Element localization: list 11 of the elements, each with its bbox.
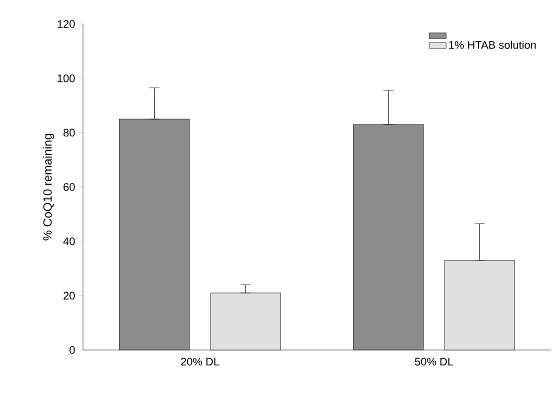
y-tick-label: 0 [70,346,75,354]
y-tick-label: 120 [58,20,75,28]
y-tick-label: 20 [64,292,75,300]
y-axis-title: % CoQ10 remaining [42,134,54,240]
y-tick-label: 100 [58,74,75,82]
x-tick-label: 50% DL [414,358,454,366]
y-tick-label: 80 [64,128,75,137]
y-tick-label: 60 [64,183,75,191]
x-tick-label: 20% DL [181,358,220,366]
y-tick-label: 40 [63,237,75,246]
legend-label: 1% HTAB solution [449,40,536,49]
